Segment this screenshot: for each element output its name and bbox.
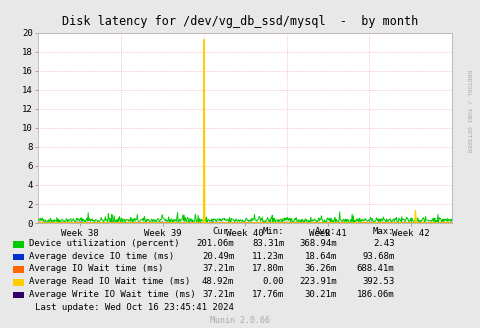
Text: 37.21m: 37.21m [202,264,234,274]
Text: Average Write IO Wait time (ms): Average Write IO Wait time (ms) [29,290,195,299]
Text: 17.76m: 17.76m [252,290,284,299]
Text: 688.41m: 688.41m [356,264,394,274]
Text: 201.06m: 201.06m [196,239,234,248]
Text: RRDTOOL / TOBI OETIKER: RRDTOOL / TOBI OETIKER [466,70,470,153]
Text: 368.94m: 368.94m [299,239,336,248]
Text: Last update: Wed Oct 16 23:45:41 2024: Last update: Wed Oct 16 23:45:41 2024 [36,303,234,312]
Text: Average Read IO Wait time (ms): Average Read IO Wait time (ms) [29,277,190,286]
Text: Average IO Wait time (ms): Average IO Wait time (ms) [29,264,163,274]
Text: Min:: Min: [262,227,284,236]
Text: 17.80m: 17.80m [252,264,284,274]
Text: 83.31m: 83.31m [252,239,284,248]
Text: 18.64m: 18.64m [304,252,336,261]
Text: 37.21m: 37.21m [202,290,234,299]
Text: 2.43: 2.43 [372,239,394,248]
Text: Device utilization (percent): Device utilization (percent) [29,239,179,248]
Text: 30.21m: 30.21m [304,290,336,299]
Text: Average device IO time (ms): Average device IO time (ms) [29,252,174,261]
Text: Avg:: Avg: [314,227,336,236]
Text: 392.53: 392.53 [361,277,394,286]
Text: 0.00: 0.00 [262,277,284,286]
Text: 11.23m: 11.23m [252,252,284,261]
Text: 223.91m: 223.91m [299,277,336,286]
Text: Munin 2.0.66: Munin 2.0.66 [210,316,270,325]
Text: 20.49m: 20.49m [202,252,234,261]
Text: 36.26m: 36.26m [304,264,336,274]
Text: Disk latency for /dev/vg_db_ssd/mysql  -  by month: Disk latency for /dev/vg_db_ssd/mysql - … [62,15,418,28]
Text: 93.68m: 93.68m [361,252,394,261]
Text: 48.92m: 48.92m [202,277,234,286]
Text: Max:: Max: [372,227,394,236]
Text: Cur:: Cur: [212,227,234,236]
Text: 186.06m: 186.06m [356,290,394,299]
